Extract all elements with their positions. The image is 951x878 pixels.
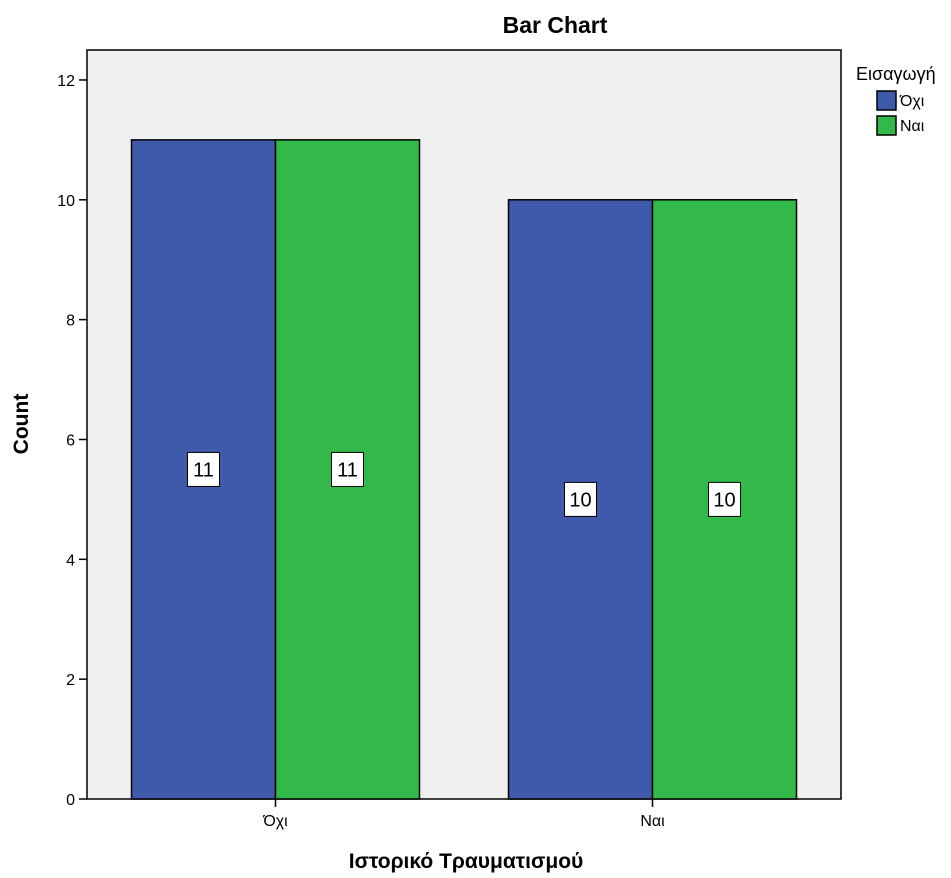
y-tick-label: 10: [57, 193, 75, 210]
data-label-box: [331, 451, 364, 487]
legend-swatch: [876, 90, 897, 111]
x-axis: Όχι Ναι: [262, 799, 665, 830]
y-axis-title: Count: [10, 394, 33, 455]
y-tick-label: 6: [66, 432, 75, 449]
legend-label: Όχι: [899, 93, 925, 110]
data-label: 10: [713, 489, 735, 511]
data-label-box: [708, 481, 741, 517]
legend: Εισαγωγή Όχι Ναι: [856, 64, 936, 136]
x-tick-label: Ναι: [640, 813, 665, 830]
data-label-box: [187, 451, 220, 487]
data-label-box: [564, 481, 597, 517]
bars-group: 11 11 10 10: [130, 139, 798, 800]
chart-title: Bar Chart: [503, 12, 608, 38]
y-tick-label: 2: [66, 672, 75, 689]
x-tick-label: Όχι: [262, 813, 288, 830]
y-tick-label: 12: [57, 73, 75, 90]
y-tick-label: 0: [66, 792, 75, 809]
data-label: 11: [193, 459, 214, 481]
x-axis-title: Ιστορικό Τραυματισμού: [349, 850, 584, 873]
legend-title: Εισαγωγή: [856, 64, 936, 84]
data-label: 11: [337, 459, 358, 481]
legend-swatch: [876, 115, 897, 136]
y-tick-label: 8: [66, 313, 75, 330]
y-axis: 0 2 4 6 8 10 12: [57, 73, 87, 809]
y-tick-label: 4: [66, 552, 75, 569]
legend-label: Ναι: [900, 118, 925, 135]
data-label: 10: [569, 489, 591, 511]
